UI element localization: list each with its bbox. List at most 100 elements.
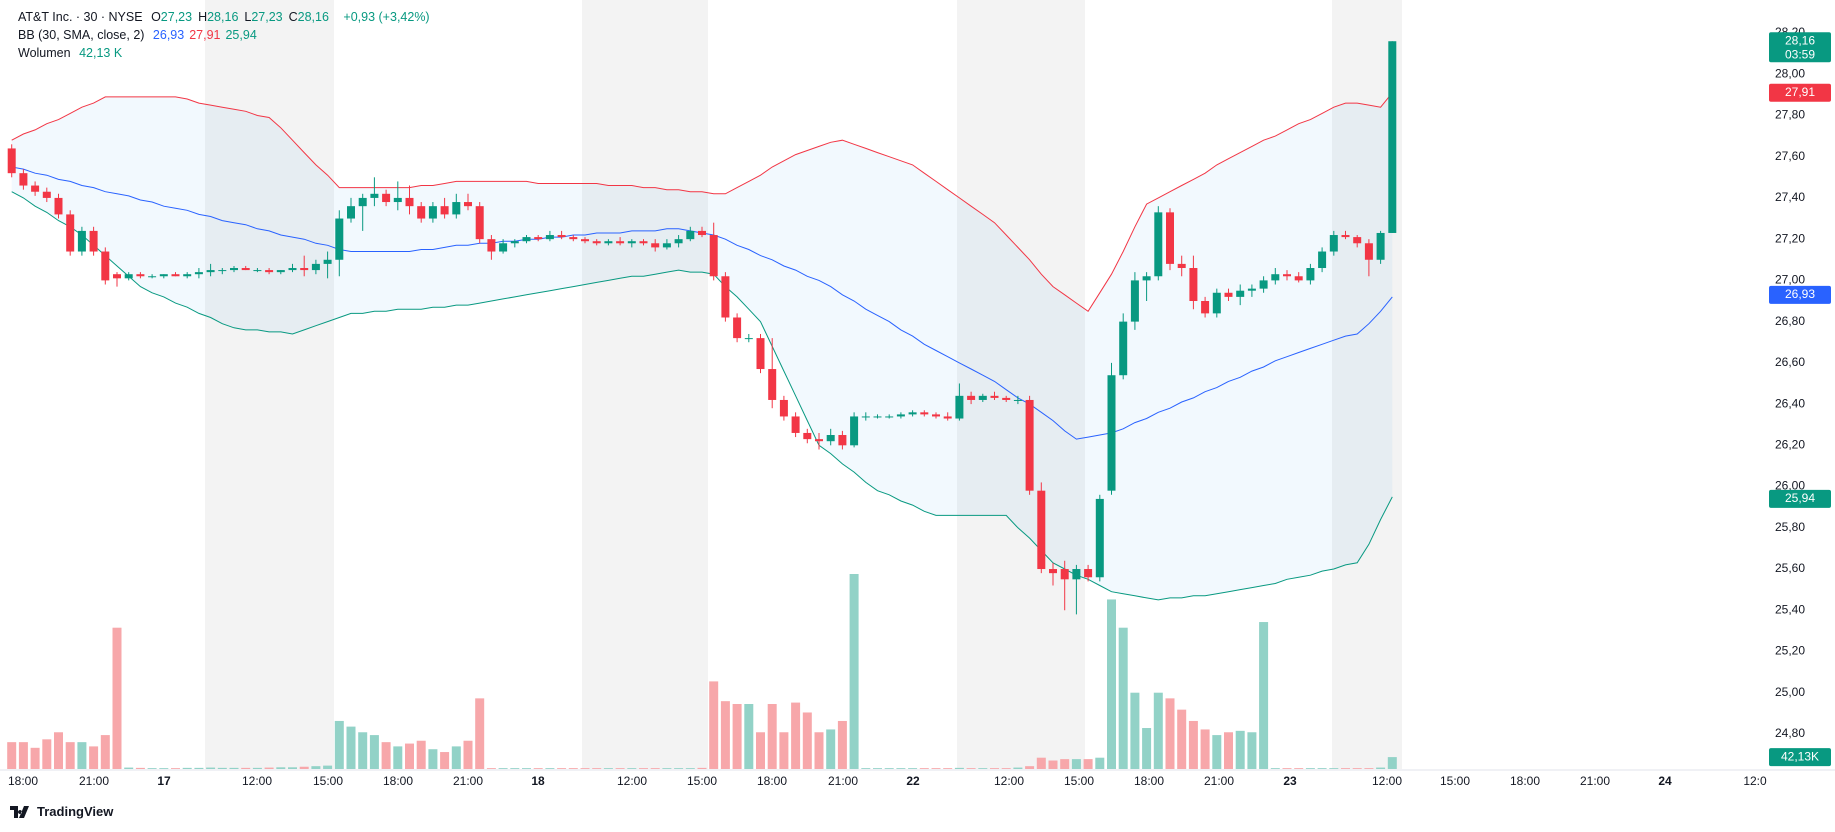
candle-body — [955, 395, 964, 419]
y-tick-label: 26,20 — [1775, 437, 1805, 451]
volume-bar — [1259, 622, 1269, 769]
candle-body — [522, 237, 531, 242]
candle-body — [534, 237, 543, 240]
volume-value: 42,13 K — [79, 46, 123, 60]
session-background — [582, 0, 708, 769]
candle-body — [604, 241, 613, 244]
candle-body — [1212, 292, 1221, 314]
volume-name[interactable]: Wolumen — [18, 46, 71, 60]
candle-body — [978, 395, 987, 400]
volume-bar — [346, 726, 356, 769]
candle-body — [1247, 288, 1256, 291]
candle-body — [1388, 41, 1397, 233]
candle-body — [779, 399, 788, 417]
volume-bar — [1001, 768, 1011, 769]
volume-bar — [1118, 627, 1128, 769]
volume-bar — [1142, 728, 1152, 769]
candle-body — [417, 206, 426, 219]
volume-bar — [873, 768, 882, 769]
candle-body — [686, 230, 695, 240]
volume-bar — [1305, 768, 1315, 769]
session-background — [957, 0, 1085, 769]
candle-body — [662, 243, 671, 248]
volume-bar — [767, 704, 777, 769]
ohlc-label: C — [288, 10, 298, 24]
volume-bar — [124, 767, 134, 769]
volume-bar — [978, 768, 988, 769]
y-tick-label: 25,80 — [1775, 520, 1805, 534]
indicator-name[interactable]: BB (30, SMA, close, 2) — [18, 28, 145, 42]
volume-bar — [627, 768, 637, 769]
y-tick-label: 25,20 — [1775, 644, 1805, 658]
candle-body — [77, 230, 86, 252]
volume-bar — [42, 739, 52, 769]
candle-body — [1236, 290, 1245, 297]
price-badge-countdown: 03:59 — [1785, 47, 1815, 61]
volume-bar — [568, 768, 578, 769]
candle-body — [616, 241, 625, 244]
brand-logo — [10, 805, 29, 818]
volume-bar — [229, 767, 239, 769]
x-tick-label: 21:00 — [828, 774, 858, 788]
brand[interactable]: TradingView — [10, 804, 113, 819]
session-background — [205, 0, 334, 769]
volume-bar — [931, 768, 941, 769]
candle-body — [1095, 498, 1104, 578]
price-badge — [1769, 285, 1831, 304]
x-tick-label: 17 — [157, 774, 171, 788]
volume-bar — [592, 768, 602, 769]
volume-bar — [311, 766, 321, 769]
volume-bar — [206, 767, 216, 769]
candle-body — [768, 369, 777, 400]
legend: AT&T Inc. · 30 · NYSE O27,23 H28,16 L27,23… — [18, 8, 435, 62]
y-tick-label: 27,80 — [1775, 108, 1805, 122]
volume-bar — [1095, 757, 1105, 769]
y-tick-label: 26,80 — [1775, 314, 1805, 328]
volume-bar — [334, 720, 344, 769]
candle-body — [1294, 276, 1303, 281]
candle-body — [54, 197, 63, 215]
x-tick-label: 21:00 — [1580, 774, 1610, 788]
candle-body — [510, 241, 519, 244]
candle-body — [1201, 301, 1210, 314]
volume-bar — [1247, 732, 1257, 769]
candle-body — [1224, 292, 1233, 297]
candle-body — [1271, 274, 1280, 281]
volume-bar — [451, 746, 461, 769]
x-tick-label: 22 — [906, 774, 920, 788]
x-tick-label: 15:00 — [687, 774, 717, 788]
candle-body — [148, 276, 157, 278]
candle-body — [709, 235, 718, 277]
candle-body — [885, 416, 894, 418]
volume-bar — [720, 701, 730, 769]
candle-body — [218, 270, 227, 272]
volume-bar — [369, 735, 379, 769]
candle-body — [440, 206, 449, 215]
x-tick-label: 18 — [531, 774, 545, 788]
candle-body — [1072, 569, 1081, 580]
candle-body — [545, 235, 554, 240]
volume-bar — [1083, 759, 1093, 769]
candle-body — [569, 237, 578, 240]
candle-body — [7, 148, 16, 174]
candle-body — [674, 239, 683, 244]
candle-body — [920, 412, 929, 415]
volume-bar — [1060, 759, 1070, 769]
y-tick-label: 26,60 — [1775, 355, 1805, 369]
candle-body — [592, 241, 601, 244]
volume-bar — [662, 768, 672, 769]
volume-bar — [276, 767, 286, 769]
candle-body — [838, 435, 847, 446]
candle-body — [1119, 321, 1128, 376]
volume-bar — [533, 768, 543, 769]
symbol[interactable]: AT&T Inc. · 30 · NYSE — [18, 10, 143, 24]
candle-body — [1130, 280, 1139, 322]
price-badge-label: 26,93 — [1785, 287, 1815, 301]
candle-body — [475, 206, 484, 240]
y-tick-label: 25,40 — [1775, 602, 1805, 616]
volume-bar — [159, 768, 169, 769]
volume-bar — [1387, 757, 1397, 769]
candle-body — [1107, 375, 1116, 491]
band-line-upper — [11, 92, 1393, 313]
volume-bar — [545, 768, 555, 769]
